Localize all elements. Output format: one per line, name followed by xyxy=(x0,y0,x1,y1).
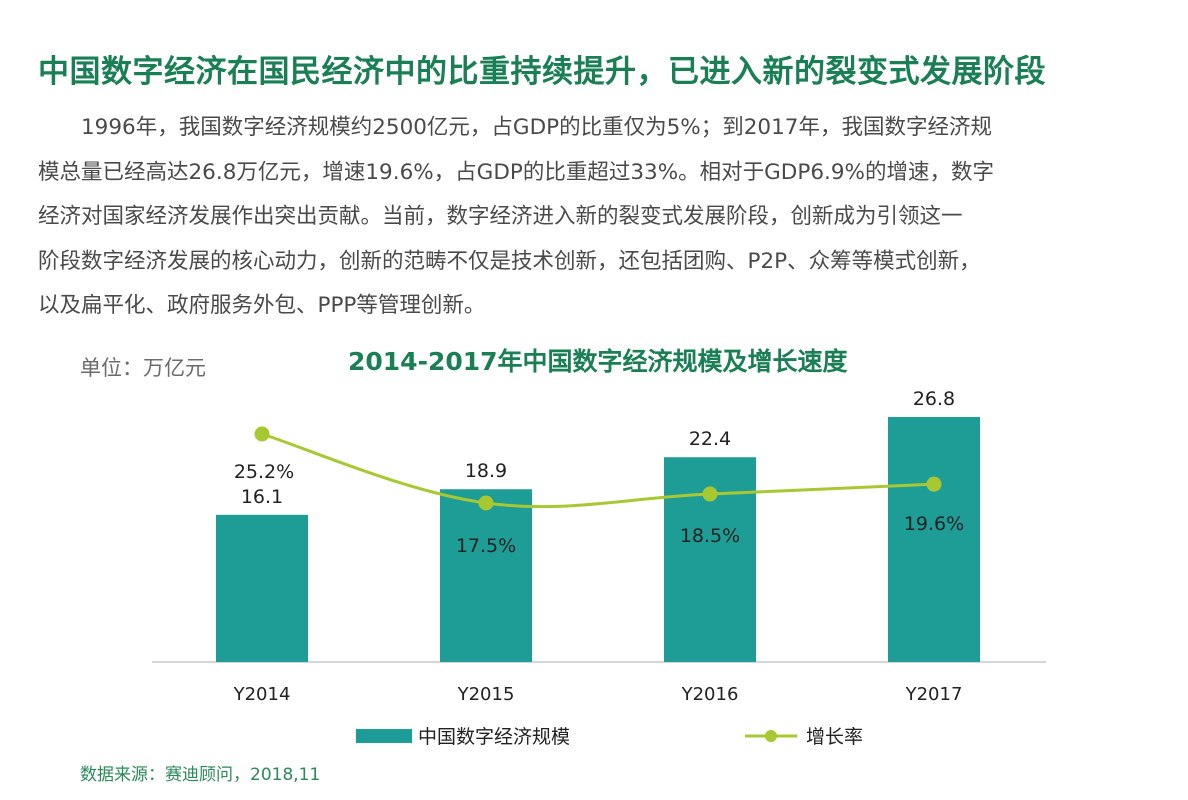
growth-rate-line xyxy=(261,432,935,509)
legend-line-marker xyxy=(765,730,777,742)
bar xyxy=(888,417,980,662)
paragraph-line: 以及扁平化、政府服务外包、PPP等管理创新。 xyxy=(38,293,486,318)
chart-title: 2014-2017年中国数字经济规模及增长速度 xyxy=(348,347,848,376)
legend-bar-label: 中国数字经济规模 xyxy=(418,726,570,748)
bar-value-label: 22.4 xyxy=(689,428,731,450)
growth-rate-label: 18.5% xyxy=(680,525,740,547)
paragraph-line: 阶段数字经济发展的核心动力，创新的范畴不仅是技术创新，还包括团购、P2P、众筹等… xyxy=(38,248,981,274)
paragraph-line: 模总量已经高达26.8万亿元，增速19.6%，占GDP的比重超过33%。相对于G… xyxy=(38,159,994,185)
growth-rate-label: 19.6% xyxy=(904,513,964,535)
bar-value-label: 16.1 xyxy=(241,486,283,508)
growth-rate-point xyxy=(926,476,942,492)
bar-value-label: 26.8 xyxy=(913,388,955,410)
x-tick-label: Y2015 xyxy=(457,684,515,705)
growth-rate-label: 17.5% xyxy=(456,535,516,557)
x-tick-label: Y2014 xyxy=(233,684,291,705)
data-source: 数据来源：赛迪顾问，2018,11 xyxy=(80,765,321,785)
growth-rate-label: 25.2% xyxy=(234,461,294,483)
bar-value-label: 18.9 xyxy=(465,460,507,482)
intro-paragraph: 1996年，我国数字经济规模约2500亿元，占GDP的比重仅为5%；到2017年… xyxy=(38,106,1150,329)
growth-rate-point xyxy=(254,426,270,442)
x-tick-label: Y2017 xyxy=(905,684,963,705)
growth-rate-point xyxy=(478,495,494,511)
legend-line-label: 增长率 xyxy=(806,726,863,748)
bar xyxy=(216,514,308,662)
legend-bar-swatch xyxy=(356,729,412,743)
paragraph-line: 经济对国家经济发展作出突出贡献。当前，数字经济进入新的裂变式发展阶段，创新成为引… xyxy=(38,204,963,229)
unit-label: 单位：万亿元 xyxy=(80,356,206,380)
headline: 中国数字经济在国民经济中的比重持续提升，已进入新的裂变式发展阶段 xyxy=(38,54,1046,90)
growth-rate-point xyxy=(702,486,718,502)
x-tick-label: Y2016 xyxy=(681,684,739,705)
bar xyxy=(440,489,532,662)
paragraph-line: 1996年，我国数字经济规模约2500亿元，占GDP的比重仅为5%；到2017年… xyxy=(38,115,992,140)
